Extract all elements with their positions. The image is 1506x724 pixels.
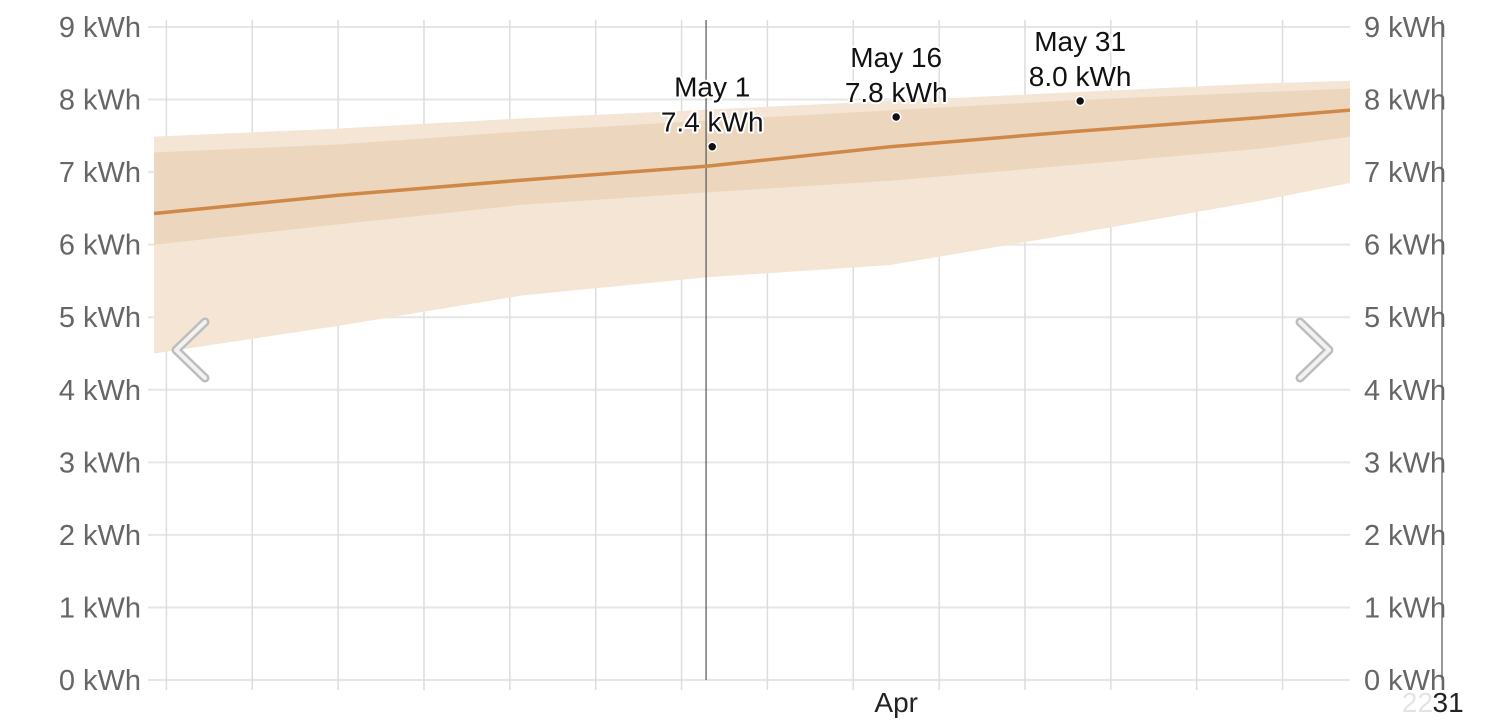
- y-tick-label-right: 5 kWh: [1364, 302, 1446, 334]
- x-month-label: Apr: [874, 687, 918, 718]
- chevron-right-icon: [1295, 317, 1334, 383]
- y-tick-label-left: 6 kWh: [59, 230, 141, 262]
- percentile-bands: [154, 80, 1350, 354]
- typical-line-path: [153, 108, 1350, 216]
- marker-lines: [705, 20, 1443, 680]
- y-tick-label-left: 7 kWh: [59, 157, 141, 189]
- annotation-value: 8.0 kWh: [1029, 61, 1132, 92]
- annotation-date: May 31: [1034, 26, 1126, 57]
- y-tick-label-right: 9 kWh: [1364, 12, 1446, 44]
- y-tick-label-left: 3 kWh: [59, 447, 141, 479]
- y-tick-label-right: 7 kWh: [1364, 157, 1446, 189]
- annotation-point: [1074, 95, 1086, 107]
- annotations: May 1 7.4 kWh May 16 7.8 kWh May 31 8.0 kWh: [659, 24, 1134, 152]
- y-axis-right: 0 kWh 1 kWh 2 kWh 3 kWh 4 kWh 5 kWh 6 kWh 7 kWh…: [1364, 12, 1446, 697]
- next-button[interactable]: [1295, 317, 1334, 383]
- y-tick-label-left: 8 kWh: [59, 85, 141, 117]
- prev-button[interactable]: [171, 317, 210, 383]
- annotation-date: May 1: [674, 72, 750, 103]
- typical-line: [153, 108, 1350, 216]
- y-tick-label-left: 1 kWh: [59, 592, 141, 624]
- x-faded-label: 22: [1402, 687, 1433, 718]
- y-tick-label-left: 4 kWh: [59, 375, 141, 407]
- chevron-right-icon-inner: [1298, 320, 1331, 380]
- band-25-75: [154, 88, 1350, 245]
- annotation-point: [706, 141, 718, 152]
- y-tick-label-left: 0 kWh: [59, 665, 141, 697]
- y-tick-label-left: 2 kWh: [59, 520, 141, 552]
- x-axis: AprJun2231: [874, 687, 1464, 718]
- annotation-point: [890, 111, 902, 123]
- annotation-value: 7.8 kWh: [845, 77, 948, 108]
- y-tick-label-right: 4 kWh: [1364, 375, 1446, 407]
- annotation-value: 7.4 kWh: [661, 107, 764, 138]
- chevron-left-icon-inner: [174, 320, 207, 380]
- y-tick-label-right: 1 kWh: [1364, 592, 1446, 624]
- y-axis-left: 0 kWh 1 kWh 2 kWh 3 kWh 4 kWh 5 kWh 6 kWh 7 kWh…: [59, 12, 141, 697]
- y-tick-label-left: 9 kWh: [59, 12, 141, 44]
- y-tick-label-right: 8 kWh: [1364, 85, 1446, 117]
- annotation-date: May 16: [850, 42, 942, 73]
- y-tick-label-right: 2 kWh: [1364, 520, 1446, 552]
- y-tick-label-left: 5 kWh: [59, 302, 141, 334]
- x-date-label: 31: [1433, 687, 1464, 718]
- y-tick-label-right: 6 kWh: [1364, 230, 1446, 262]
- y-tick-label-right: 3 kWh: [1364, 447, 1446, 479]
- y-tick-label-right: 0 kWh: [1364, 665, 1446, 697]
